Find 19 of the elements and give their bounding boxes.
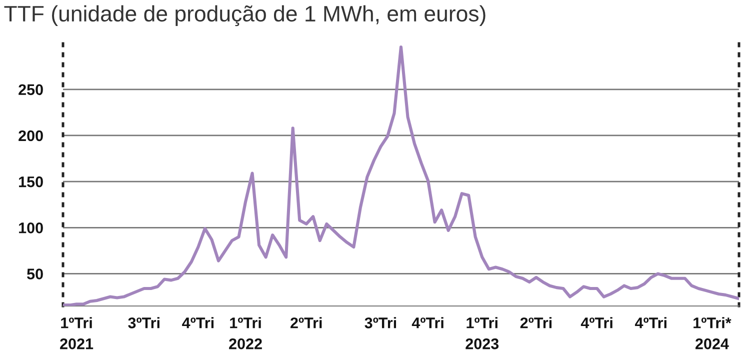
x-tick-label: 3ºTri — [364, 317, 396, 328]
y-tick-label: 100 — [19, 222, 43, 234]
line-series — [63, 45, 739, 306]
x-tick-label: 2ºTri — [520, 317, 552, 328]
x-tick-label: 4ºTri — [580, 317, 612, 328]
x-tick-label: 1ºTri 2022 — [229, 317, 262, 350]
y-tick-label: 250 — [18, 84, 43, 96]
x-tick-label: 1ºTri 2021 — [60, 317, 94, 350]
y-tick-label: 150 — [19, 176, 43, 188]
x-tick-label: 4ºTri — [634, 317, 666, 328]
x-tick-label: 4ºTri — [412, 317, 444, 328]
x-tick-label: 1ºTri 2023 — [466, 317, 499, 350]
y-tick-label: 50 — [27, 268, 43, 280]
x-tick-label: 2ºTri — [290, 317, 322, 328]
x-tick-label: 4ºTri — [182, 317, 214, 328]
chart-title: TTF (unidade de produção de 1 MWh, em euros) — [4, 5, 486, 26]
y-tick-label: 200 — [18, 130, 43, 142]
x-tick-label: 3ºTri — [128, 317, 160, 328]
x-tick-label: 1ºTri* 2024 — [694, 317, 732, 350]
